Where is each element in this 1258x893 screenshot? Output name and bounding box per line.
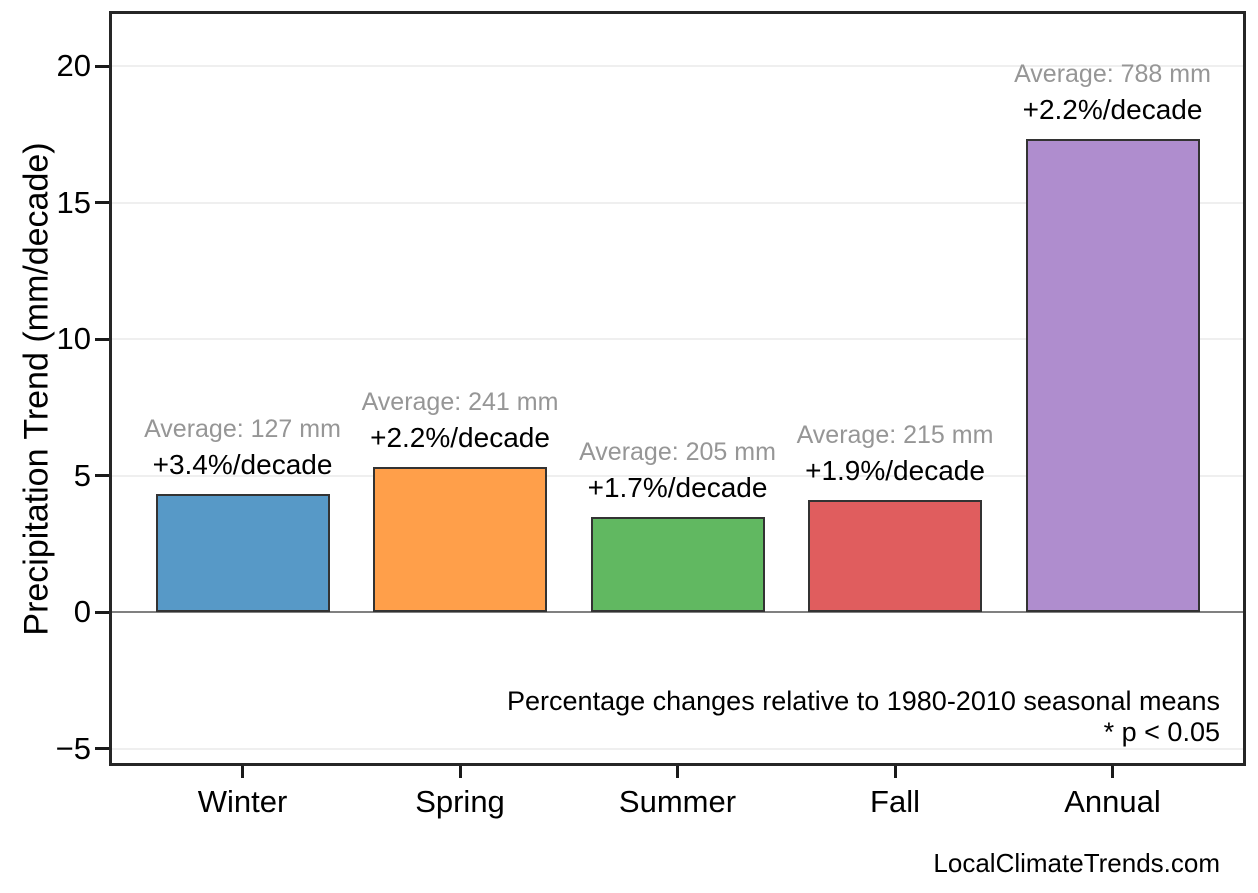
gridline (112, 474, 1243, 477)
footnote: Percentage changes relative to 1980-2010… (507, 686, 1220, 748)
gridline (112, 338, 1243, 340)
bar-annotation-annual: Average: 788 mm +2.2%/decade (903, 57, 1258, 129)
y-tick-label: 10 (56, 321, 91, 356)
x-tick-mark (458, 766, 462, 778)
average-label: Average: 205 mm (579, 437, 776, 466)
x-tick-mark (676, 766, 679, 778)
gridline (112, 201, 1243, 204)
footnote-line-1: Percentage changes relative to 1980-2010… (507, 686, 1220, 716)
x-tick-label-winter: Winter (197, 784, 288, 819)
y-tick-label: 5 (73, 457, 91, 493)
footnote-line-2: * p < 0.05 (1103, 717, 1220, 747)
y-tick-mark (95, 337, 109, 341)
bar-annotation-winter: Average: 127 mm +3.4%/decade (33, 412, 453, 484)
average-label: Average: 215 mm (796, 421, 994, 450)
average-label: Average: 127 mm (144, 415, 341, 444)
bar-winter (155, 494, 330, 612)
watermark: LocalClimateTrends.com (933, 848, 1220, 878)
average-label: Average: 788 mm (1014, 59, 1211, 88)
plot-area: −5 0 5 10 15 20 Average: 127 mm +3.4%/decade Win… (56, 11, 1246, 819)
bar-fall (808, 500, 982, 612)
bar-summer (590, 516, 765, 612)
x-tick-label-spring: Spring (415, 784, 505, 819)
trend-label: +2.2%/decade (370, 422, 550, 454)
y-tick-label: 15 (56, 184, 91, 220)
y-tick-label: −5 (55, 730, 91, 766)
bar-annotation-fall: Average: 215 mm +1.9%/decade (685, 418, 1105, 490)
x-tick-mark (1111, 766, 1114, 778)
x-tick-mark (893, 766, 897, 778)
x-tick-mark (241, 766, 244, 778)
bar-spring (373, 467, 547, 612)
y-tick-mark (95, 610, 109, 614)
zero-gridline (112, 611, 1243, 613)
bar-annotation-summer: Average: 205 mm +1.7%/decade (468, 435, 888, 507)
y-tick-mark (95, 64, 109, 68)
trend-label: +1.7%/decade (587, 471, 768, 503)
gridline (112, 747, 1243, 750)
trend-label: +2.2%/decade (1022, 93, 1203, 125)
gridline (112, 65, 1243, 67)
y-tick-mark (95, 747, 109, 750)
trend-label: +1.9%/decade (805, 455, 985, 487)
y-tick-mark (95, 474, 109, 477)
bar-annotation-spring: Average: 241 mm +2.2%/decade (250, 385, 670, 457)
average-label: Average: 241 mm (361, 388, 559, 417)
y-tick-label: 20 (56, 48, 91, 83)
y-tick-label: 0 (73, 594, 91, 629)
bar-annual (1025, 138, 1200, 612)
y-tick-mark (95, 201, 109, 204)
x-tick-label-summer: Summer (618, 784, 737, 819)
x-tick-label-annual: Annual (1064, 784, 1161, 819)
x-tick-label-fall: Fall (870, 784, 920, 819)
trend-label: +3.4%/decade (152, 449, 333, 481)
